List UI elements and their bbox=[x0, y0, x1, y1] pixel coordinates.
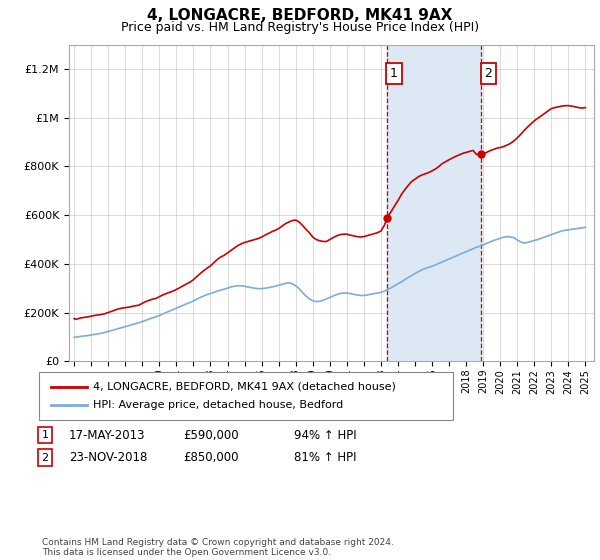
Text: 81% ↑ HPI: 81% ↑ HPI bbox=[294, 451, 356, 464]
Text: 17-MAY-2013: 17-MAY-2013 bbox=[69, 428, 146, 442]
Text: 23-NOV-2018: 23-NOV-2018 bbox=[69, 451, 148, 464]
Text: Price paid vs. HM Land Registry's House Price Index (HPI): Price paid vs. HM Land Registry's House … bbox=[121, 21, 479, 34]
Text: 2: 2 bbox=[484, 67, 492, 80]
Text: HPI: Average price, detached house, Bedford: HPI: Average price, detached house, Bedf… bbox=[93, 400, 343, 410]
Text: £590,000: £590,000 bbox=[183, 428, 239, 442]
Text: £850,000: £850,000 bbox=[183, 451, 239, 464]
Text: 2: 2 bbox=[41, 452, 49, 463]
Text: 1: 1 bbox=[390, 67, 398, 80]
Bar bbox=[387, 45, 481, 361]
Text: 1: 1 bbox=[41, 430, 49, 440]
Text: Contains HM Land Registry data © Crown copyright and database right 2024.
This d: Contains HM Land Registry data © Crown c… bbox=[42, 538, 394, 557]
Text: 94% ↑ HPI: 94% ↑ HPI bbox=[294, 428, 356, 442]
Text: 4, LONGACRE, BEDFORD, MK41 9AX: 4, LONGACRE, BEDFORD, MK41 9AX bbox=[148, 8, 452, 24]
Text: 4, LONGACRE, BEDFORD, MK41 9AX (detached house): 4, LONGACRE, BEDFORD, MK41 9AX (detached… bbox=[93, 382, 396, 392]
